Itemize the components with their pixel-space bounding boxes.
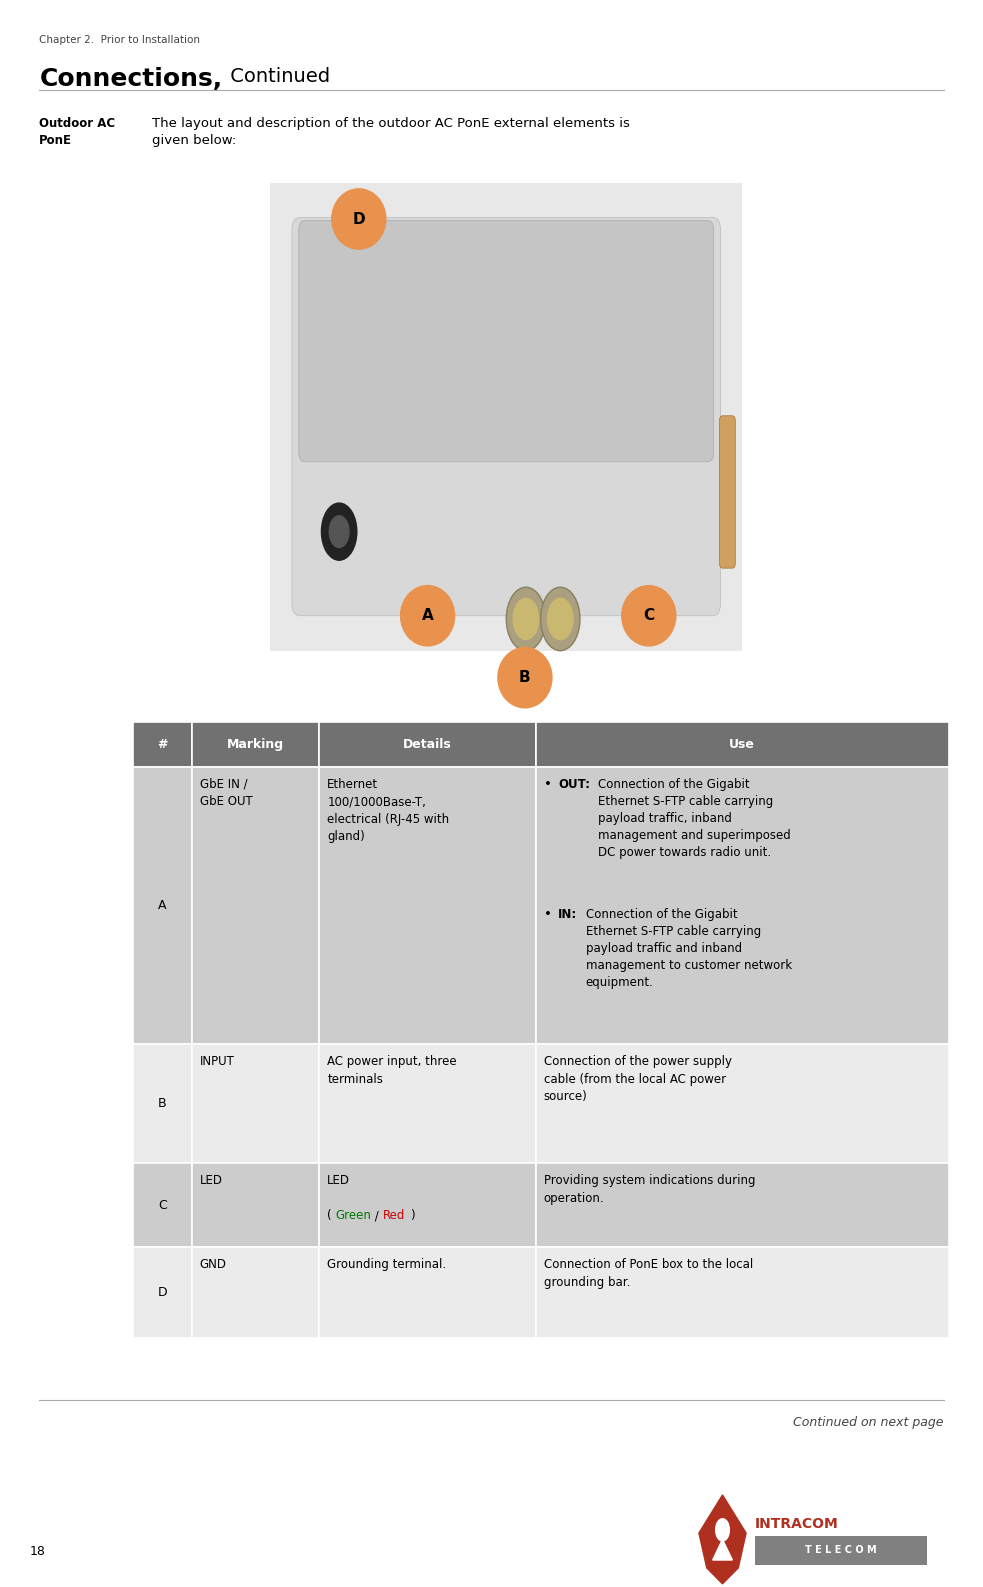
Text: #: # xyxy=(157,738,167,751)
Text: Continued on next page: Continued on next page xyxy=(793,1416,944,1428)
Text: D: D xyxy=(353,211,365,227)
Text: •: • xyxy=(544,778,551,790)
FancyBboxPatch shape xyxy=(536,767,949,1044)
FancyBboxPatch shape xyxy=(192,1247,319,1338)
Ellipse shape xyxy=(497,647,552,708)
Text: Outdoor AC
PonE: Outdoor AC PonE xyxy=(39,117,115,148)
Text: T E L E C O M: T E L E C O M xyxy=(805,1546,877,1555)
Text: GND: GND xyxy=(200,1258,226,1271)
FancyBboxPatch shape xyxy=(133,722,192,767)
Ellipse shape xyxy=(332,189,385,249)
FancyBboxPatch shape xyxy=(319,1044,536,1163)
FancyBboxPatch shape xyxy=(133,1044,192,1163)
FancyBboxPatch shape xyxy=(299,221,714,462)
FancyBboxPatch shape xyxy=(319,1247,536,1338)
FancyBboxPatch shape xyxy=(755,1536,927,1565)
Text: GbE IN /
GbE OUT: GbE IN / GbE OUT xyxy=(200,778,253,808)
Text: Ethernet
100/1000Base-T,
electrical (RJ-45 with
gland): Ethernet 100/1000Base-T, electrical (RJ-… xyxy=(327,778,449,843)
Text: Providing system indications during
operation.: Providing system indications during oper… xyxy=(544,1174,755,1205)
FancyBboxPatch shape xyxy=(536,1163,949,1247)
Text: B: B xyxy=(519,670,531,686)
FancyBboxPatch shape xyxy=(319,1163,536,1247)
Text: •: • xyxy=(544,908,551,920)
Text: The layout and description of the outdoor AC PonE external elements is
given bel: The layout and description of the outdoo… xyxy=(152,117,630,148)
Text: Marking: Marking xyxy=(227,738,284,751)
Text: OUT:: OUT: xyxy=(558,778,591,790)
Circle shape xyxy=(513,598,539,640)
Text: Red: Red xyxy=(382,1209,405,1222)
Ellipse shape xyxy=(401,586,454,646)
Circle shape xyxy=(321,503,357,560)
Text: Details: Details xyxy=(403,738,452,751)
Text: ): ) xyxy=(410,1209,415,1222)
Circle shape xyxy=(541,587,580,651)
Text: IN:: IN: xyxy=(558,908,578,920)
FancyBboxPatch shape xyxy=(270,183,742,651)
Text: LED: LED xyxy=(200,1174,222,1187)
Text: Use: Use xyxy=(729,738,755,751)
Text: INTRACOM: INTRACOM xyxy=(755,1517,838,1530)
Text: INPUT: INPUT xyxy=(200,1055,234,1068)
FancyBboxPatch shape xyxy=(536,1044,949,1163)
FancyBboxPatch shape xyxy=(133,767,192,1044)
Circle shape xyxy=(716,1519,729,1541)
Text: Continued: Continued xyxy=(224,67,330,86)
Text: Connection of the Gigabit
Ethernet S-FTP cable carrying
payload traffic and inba: Connection of the Gigabit Ethernet S-FTP… xyxy=(586,908,792,989)
FancyBboxPatch shape xyxy=(319,722,536,767)
FancyBboxPatch shape xyxy=(536,1247,949,1338)
Text: Connection of the Gigabit
Ethernet S-FTP cable carrying
payload traffic, inband
: Connection of the Gigabit Ethernet S-FTP… xyxy=(598,778,790,859)
Text: D: D xyxy=(157,1285,167,1300)
Text: 18: 18 xyxy=(29,1546,45,1558)
Text: Connection of PonE box to the local
grounding bar.: Connection of PonE box to the local grou… xyxy=(544,1258,753,1289)
Text: Green: Green xyxy=(335,1209,371,1222)
FancyBboxPatch shape xyxy=(133,1163,192,1247)
FancyBboxPatch shape xyxy=(192,1163,319,1247)
Text: (: ( xyxy=(327,1209,332,1222)
Polygon shape xyxy=(699,1495,746,1584)
FancyBboxPatch shape xyxy=(292,217,721,616)
Text: /: / xyxy=(371,1209,382,1222)
Text: Connections,: Connections, xyxy=(39,67,222,90)
Circle shape xyxy=(506,587,546,651)
Text: B: B xyxy=(158,1097,166,1111)
Text: AC power input, three
terminals: AC power input, three terminals xyxy=(327,1055,457,1086)
Text: C: C xyxy=(643,608,655,624)
Text: Chapter 2.  Prior to Installation: Chapter 2. Prior to Installation xyxy=(39,35,201,44)
Text: Connection of the power supply
cable (from the local AC power
source): Connection of the power supply cable (fr… xyxy=(544,1055,731,1103)
FancyBboxPatch shape xyxy=(536,722,949,767)
Text: C: C xyxy=(158,1198,166,1212)
Circle shape xyxy=(548,598,573,640)
FancyBboxPatch shape xyxy=(192,1044,319,1163)
FancyBboxPatch shape xyxy=(192,722,319,767)
FancyBboxPatch shape xyxy=(720,416,735,568)
Text: A: A xyxy=(158,898,166,913)
FancyBboxPatch shape xyxy=(192,767,319,1044)
Polygon shape xyxy=(713,1539,732,1560)
Circle shape xyxy=(329,516,349,548)
Text: Grounding terminal.: Grounding terminal. xyxy=(327,1258,446,1271)
FancyBboxPatch shape xyxy=(319,767,536,1044)
Text: LED: LED xyxy=(327,1174,350,1187)
Ellipse shape xyxy=(622,586,676,646)
Text: A: A xyxy=(422,608,434,624)
FancyBboxPatch shape xyxy=(133,1247,192,1338)
